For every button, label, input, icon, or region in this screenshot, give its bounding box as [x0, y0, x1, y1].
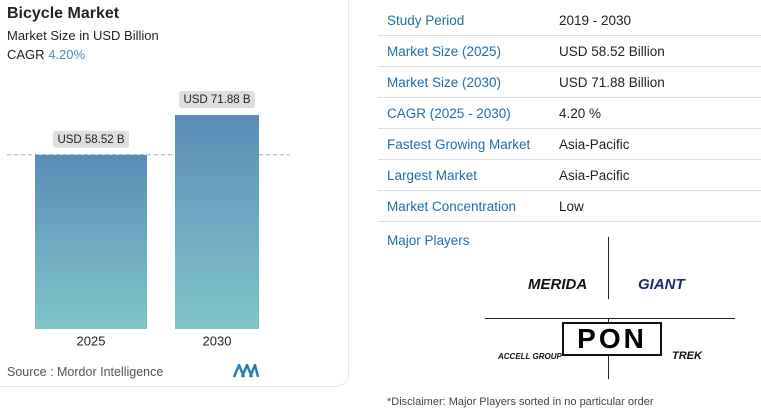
chart-subtitle: Market Size in USD Billion: [7, 28, 159, 43]
table-row: Largest Market Asia-Pacific: [378, 160, 761, 191]
row-label: CAGR (2025 - 2030): [387, 105, 511, 121]
summary-table: Study Period 2019 - 2030 Market Size (2025…: [378, 5, 761, 222]
player-logo: GIANT: [638, 276, 685, 293]
row-value: Asia-Pacific: [559, 167, 630, 183]
row-value: Asia-Pacific: [559, 136, 630, 152]
bar: [175, 115, 259, 329]
player-logo: TREK: [672, 350, 702, 362]
disclaimer: *Disclaimer: Major Players sorted in no …: [387, 396, 654, 408]
major-players-heading: Major Players: [387, 233, 470, 248]
row-label: Fastest Growing Market: [387, 136, 531, 152]
value-label: USD 71.88 B: [183, 94, 250, 106]
row-label: Market Size (2025): [387, 43, 502, 59]
chart-title: Bicycle Market: [7, 5, 120, 22]
table-row: CAGR (2025 - 2030) 4.20 %: [378, 98, 761, 129]
row-value: USD 58.52 Billion: [559, 43, 665, 59]
table-row: Market Size (2030) USD 71.88 Billion: [378, 67, 761, 98]
chart-panel: Bicycle Market Market Size in USD Billio…: [0, 0, 349, 387]
value-label: USD 58.52 B: [57, 134, 124, 146]
bar: [35, 154, 147, 329]
table-row: Study Period 2019 - 2030: [378, 5, 761, 36]
row-label: Market Concentration: [387, 198, 517, 214]
table-row: Fastest Growing Market Asia-Pacific: [378, 129, 761, 160]
row-value: USD 71.88 Billion: [559, 74, 665, 90]
table-row: Market Concentration Low: [378, 191, 761, 222]
x-tick-label: 2030: [203, 333, 232, 348]
x-tick-label: 2025: [77, 333, 106, 348]
row-label: Market Size (2030): [387, 74, 502, 90]
row-label: Largest Market: [387, 167, 478, 183]
divider: [608, 237, 609, 299]
value-label-box: [179, 91, 255, 109]
cagr-label: CAGR: [7, 47, 45, 62]
row-value: 2019 - 2030: [559, 12, 632, 28]
value-label-box: [53, 130, 129, 148]
cagr: CAGR 4.20%: [7, 47, 85, 62]
player-logo: ACCELL GROUP: [498, 352, 562, 361]
source-logo: [233, 364, 259, 378]
row-value: Low: [559, 198, 584, 214]
cagr-value: 4.20%: [48, 47, 86, 62]
chart: USD 58.52 B 2025 USD 71.88 B 2030: [7, 91, 290, 348]
source: Source : Mordor Intelligence: [7, 365, 164, 379]
row-label: Study Period: [387, 12, 465, 28]
player-logo: MERIDA: [528, 276, 588, 293]
player-logo: PON: [562, 322, 662, 356]
table-row: Market Size (2025) USD 58.52 Billion: [378, 36, 761, 67]
divider: [485, 318, 735, 319]
row-value: 4.20 %: [559, 105, 602, 121]
